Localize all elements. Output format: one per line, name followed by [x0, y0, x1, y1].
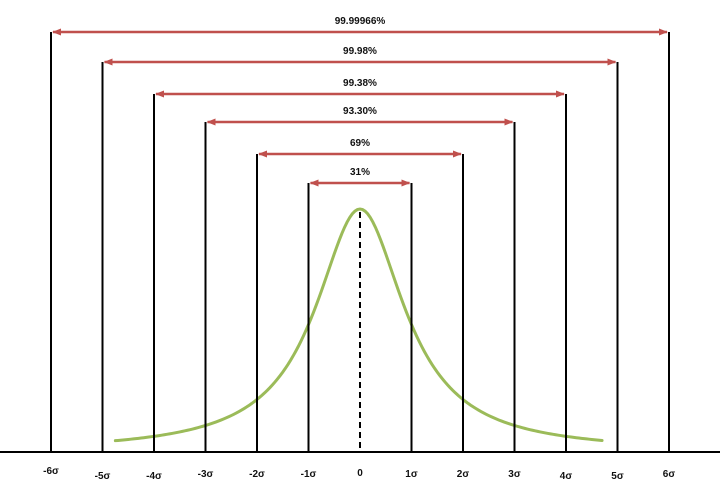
span-label-5sigma: 99.98%	[343, 46, 377, 57]
tick-label-minus-3: -3σ	[198, 469, 214, 480]
span-label-3sigma: 93.30%	[343, 106, 377, 117]
tick-label-minus-1: -1σ	[301, 469, 317, 480]
span-label-2sigma: 69%	[350, 138, 370, 149]
tick-label-plus-6: 6σ	[663, 469, 676, 480]
span-label-6sigma: 99.99966%	[335, 16, 386, 27]
distribution-curve	[113, 207, 604, 443]
span-label-4sigma: 99.38%	[343, 78, 377, 89]
tick-label-minus-2: -2σ	[249, 469, 265, 480]
tick-label-minus-4: -4σ	[146, 471, 162, 482]
tick-label-zero: 0	[357, 468, 363, 479]
tick-label-plus-5: 5σ	[611, 471, 624, 482]
tick-label-minus-6: -6σ	[43, 466, 59, 477]
span-label-1sigma: 31%	[350, 167, 370, 178]
tick-label-plus-4: 4σ	[560, 471, 573, 482]
tick-label-plus-1: 1σ	[405, 469, 418, 480]
tick-label-minus-5: -5σ	[95, 471, 111, 482]
tick-label-plus-3: 3σ	[508, 469, 521, 480]
tick-label-plus-2: 2σ	[457, 469, 470, 480]
